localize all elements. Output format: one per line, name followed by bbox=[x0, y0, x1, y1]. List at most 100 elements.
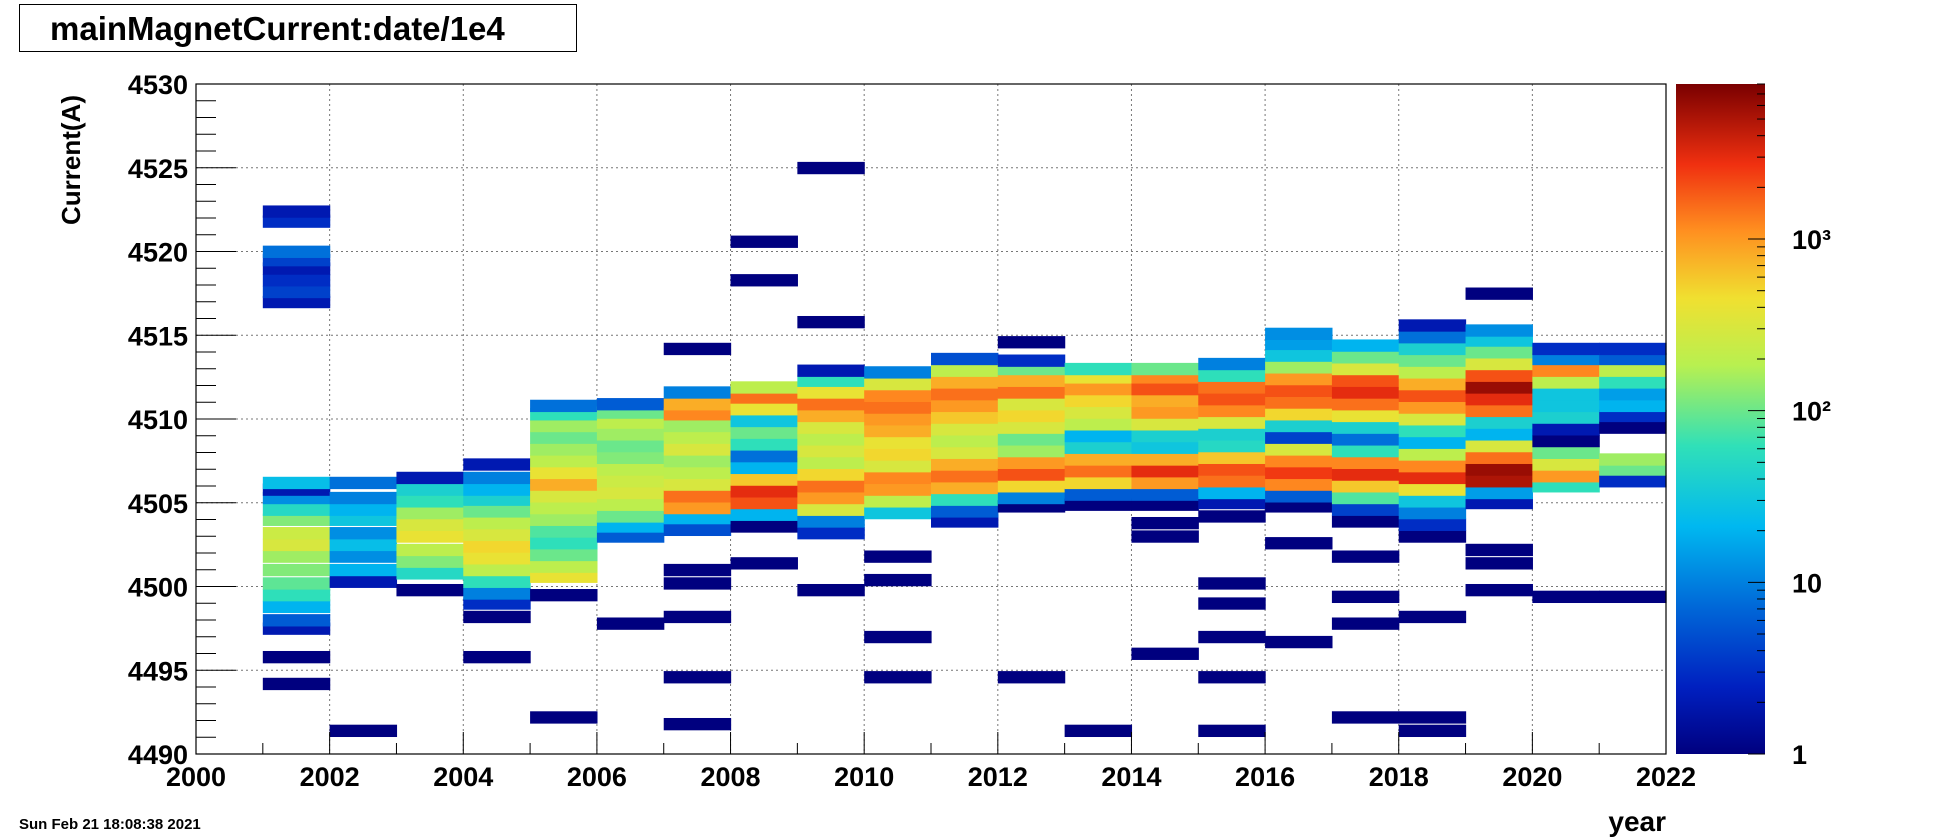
heatmap-cell bbox=[864, 460, 932, 473]
heatmap-cell bbox=[797, 468, 865, 481]
x-tick-label: 2020 bbox=[1502, 762, 1562, 792]
heatmap-cell bbox=[1398, 448, 1467, 461]
heatmap-cell bbox=[1331, 503, 1400, 516]
y-tick-label: 4490 bbox=[128, 740, 188, 770]
heatmap-cell bbox=[730, 520, 798, 533]
heatmap-cell bbox=[1131, 362, 1199, 376]
heatmap-cell bbox=[1465, 463, 1533, 476]
heatmap-cell bbox=[1331, 711, 1400, 724]
heatmap-cell bbox=[797, 374, 865, 387]
heatmap-cell bbox=[1198, 393, 1266, 406]
y-tick-label: 4500 bbox=[128, 573, 188, 603]
heatmap-cell bbox=[1131, 476, 1199, 490]
heatmap-cell bbox=[730, 414, 798, 428]
heatmap-cell bbox=[1532, 590, 1600, 604]
heatmap-cell bbox=[663, 671, 732, 684]
heatmap-cell bbox=[1465, 543, 1533, 557]
heatmap-cell bbox=[1532, 434, 1600, 448]
heatmap-cell bbox=[997, 354, 1066, 367]
heatmap-cell bbox=[1465, 451, 1533, 464]
x-tick-label: 2000 bbox=[166, 762, 226, 792]
heatmap-cell bbox=[596, 498, 665, 511]
heatmap-cell bbox=[663, 342, 732, 356]
heatmap-cell bbox=[262, 274, 331, 287]
heatmap-cell bbox=[463, 516, 531, 530]
heatmap-cell bbox=[1265, 396, 1333, 409]
heatmap-cell bbox=[530, 466, 598, 480]
heatmap-cell bbox=[1265, 349, 1333, 362]
heatmap-cell bbox=[262, 538, 331, 552]
heatmap-cell bbox=[864, 448, 932, 461]
heatmap-cell bbox=[596, 475, 665, 488]
heatmap-cell bbox=[530, 513, 598, 526]
x-tick-label: 2008 bbox=[701, 762, 761, 792]
chart-title: mainMagnetCurrent:date/1e4 bbox=[19, 4, 577, 52]
x-tick-label: 2002 bbox=[300, 762, 360, 792]
heatmap-cell bbox=[931, 376, 999, 389]
heatmap-cell bbox=[530, 399, 598, 413]
heatmap-cell bbox=[1465, 416, 1533, 429]
heatmap-cell bbox=[329, 527, 398, 540]
heatmap-cell bbox=[1465, 334, 1533, 347]
heatmap-cell bbox=[864, 506, 932, 520]
heatmap-cell bbox=[663, 398, 732, 411]
heatmap-cell bbox=[663, 419, 732, 433]
color-scale-label: 1 bbox=[1792, 740, 1807, 770]
heatmap-cell bbox=[864, 413, 932, 426]
heatmap-cell bbox=[1398, 506, 1467, 520]
heatmap-cell bbox=[1331, 362, 1400, 376]
x-tick-label: 2016 bbox=[1235, 762, 1295, 792]
heatmap-cell bbox=[1532, 376, 1600, 389]
heatmap-cell bbox=[1265, 537, 1333, 550]
heatmap-cell bbox=[797, 515, 865, 528]
heatmap-cell bbox=[463, 493, 531, 506]
heatmap-cell bbox=[329, 538, 398, 552]
heatmap-cell bbox=[931, 515, 999, 528]
heatmap-cell bbox=[463, 650, 531, 664]
color-scale-label: 10² bbox=[1792, 397, 1831, 427]
heatmap-cell bbox=[730, 391, 798, 404]
heatmap-cell bbox=[997, 409, 1066, 423]
heatmap-cell bbox=[1331, 433, 1400, 446]
heatmap-cell bbox=[1265, 455, 1333, 468]
heatmap-cell bbox=[730, 461, 798, 475]
heatmap-cell bbox=[1331, 491, 1400, 505]
heatmap-cell bbox=[797, 364, 865, 377]
heatmap-cell bbox=[730, 473, 798, 486]
heatmap-cell bbox=[864, 483, 932, 496]
heatmap-cell bbox=[864, 436, 932, 449]
heatmap-cell bbox=[1131, 429, 1199, 443]
heatmap-cell bbox=[1398, 711, 1467, 724]
heatmap-cell bbox=[262, 650, 331, 664]
heatmap-cell bbox=[1265, 478, 1333, 491]
x-tick-label: 2010 bbox=[834, 762, 894, 792]
heatmap-cell bbox=[1064, 498, 1133, 511]
heatmap-cell bbox=[596, 463, 665, 476]
heatmap-cell bbox=[1465, 475, 1533, 488]
heatmap-cell bbox=[1265, 490, 1333, 503]
heatmap-cell bbox=[797, 398, 865, 411]
heatmap-cell bbox=[1599, 342, 1667, 356]
heatmap-cell bbox=[1131, 394, 1199, 408]
heatmap-cell bbox=[931, 423, 999, 436]
heatmap-cell bbox=[530, 419, 598, 433]
heatmap-cell bbox=[997, 480, 1066, 493]
heatmap-cell bbox=[931, 446, 999, 459]
heatmap-cell bbox=[931, 470, 999, 483]
heatmap-cell bbox=[931, 505, 999, 518]
heatmap-cell bbox=[1599, 352, 1667, 366]
heatmap-cell bbox=[1265, 327, 1333, 341]
heatmap-cell bbox=[530, 560, 598, 573]
heatmap-cell bbox=[1398, 401, 1467, 414]
heatmap-cell bbox=[530, 525, 598, 538]
heatmap-cell bbox=[1398, 495, 1467, 508]
heatmap-cell bbox=[1131, 498, 1199, 511]
heatmap-cell bbox=[329, 550, 398, 563]
heatmap-cell bbox=[997, 433, 1066, 446]
heatmap-cell bbox=[1398, 471, 1467, 485]
heatmap-cell bbox=[1331, 421, 1400, 434]
heatmap-cell bbox=[530, 490, 598, 503]
heatmap-cell bbox=[1064, 362, 1133, 376]
heatmap-cell bbox=[931, 352, 999, 366]
